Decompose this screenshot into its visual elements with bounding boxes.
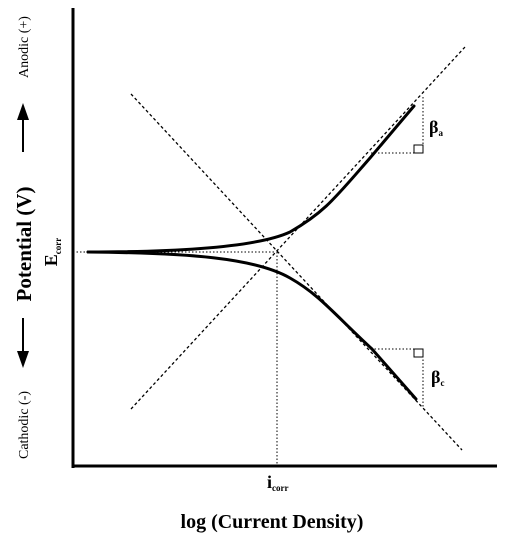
beta-c-sub: c: [440, 378, 444, 388]
ecorr-sub: corr: [53, 238, 63, 254]
anodic-arrow-icon: [17, 103, 29, 152]
beta-c-main: β: [431, 367, 440, 387]
anodic-curve: [88, 106, 414, 252]
x-axis-label: log (Current Density): [181, 511, 364, 533]
beta-a-label: βa: [429, 117, 443, 138]
anodic-label: Anodic (+): [17, 16, 32, 78]
cathodic-arrow-icon: [17, 318, 29, 368]
ecorr-main: E: [41, 254, 61, 266]
ecorr-label: Ecorr: [41, 238, 63, 267]
beta-a-main: β: [429, 117, 438, 137]
cathodic-curve: [88, 252, 416, 399]
beta-a-sub: a: [438, 128, 443, 138]
cathodic-label: Cathodic (-): [17, 391, 32, 459]
icorr-sub: corr: [272, 483, 288, 493]
beta-c-label: βc: [431, 367, 444, 388]
y-axis-label: Potential (V): [12, 187, 36, 302]
icorr-label: icorr: [267, 472, 289, 493]
